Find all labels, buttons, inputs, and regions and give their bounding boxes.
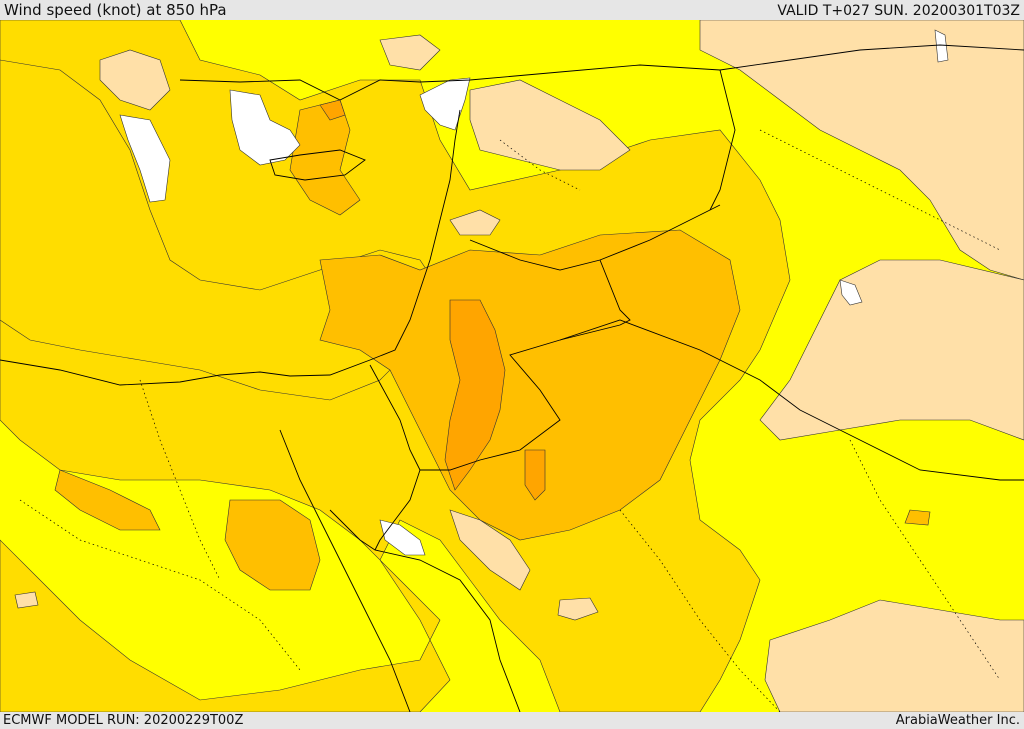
header-bar: Wind speed (knot) at 850 hPa VALID T+027… — [0, 0, 1024, 20]
credit: ArabiaWeather Inc. — [895, 713, 1020, 728]
wind-speed-map[interactable] — [0, 20, 1024, 712]
valid-time: VALID T+027 SUN. 20200301T03Z — [777, 3, 1020, 19]
internal-boundaries — [19, 129, 1001, 712]
footer-bar: ECMWF MODEL RUN: 20200229T00Z ArabiaWeat… — [0, 712, 1024, 729]
map-canvas — [0, 20, 1024, 712]
field-amber — [54, 99, 931, 591]
map-title: Wind speed (knot) at 850 hPa — [4, 1, 227, 19]
field-peach — [14, 20, 1024, 712]
model-run: ECMWF MODEL RUN: 20200229T00Z — [3, 713, 244, 728]
field-orange — [319, 99, 546, 501]
borders — [0, 44, 1024, 712]
field-white — [119, 29, 949, 556]
